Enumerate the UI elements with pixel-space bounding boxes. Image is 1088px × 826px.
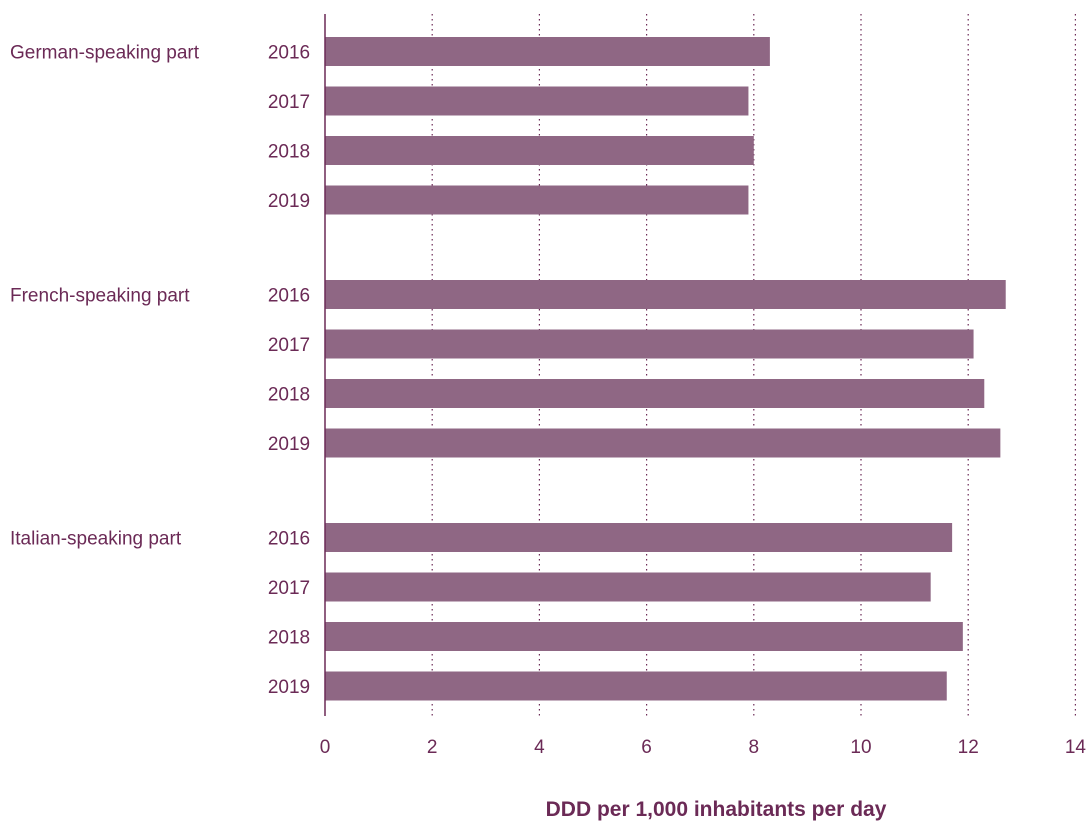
bar (325, 280, 1006, 309)
group-label: French-speaking part (10, 286, 190, 307)
bar (325, 671, 947, 701)
x-tick-label: 0 (320, 737, 331, 758)
year-label: 2018 (268, 385, 310, 406)
year-label: 2016 (268, 286, 310, 307)
year-label: 2017 (268, 335, 310, 356)
grid-lines (431, 14, 1077, 716)
bar (325, 379, 985, 408)
bars (325, 37, 1006, 701)
year-label: 2018 (268, 142, 310, 163)
x-tick-label: 14 (1065, 737, 1087, 758)
x-tick-label: 6 (641, 737, 652, 758)
year-label: 2019 (268, 677, 310, 698)
bar (325, 572, 931, 602)
x-tick-label: 2 (427, 737, 438, 758)
year-label: 2019 (268, 434, 310, 455)
year-label: 2016 (268, 43, 310, 64)
bar (325, 329, 974, 359)
year-label: 2016 (268, 529, 310, 550)
bar (325, 185, 749, 215)
year-label: 2017 (268, 578, 310, 599)
x-tick-label: 8 (749, 737, 760, 758)
bar (325, 37, 770, 66)
bar (325, 136, 754, 165)
labels: 0 2 4 6 8 10 12 14 2016 German-speaking part 2017 2… (10, 43, 1086, 759)
bar (325, 86, 749, 116)
x-tick-label: 12 (958, 737, 979, 758)
year-label: 2017 (268, 92, 310, 113)
x-tick-label: 10 (850, 737, 871, 758)
bar (325, 523, 953, 552)
group-label: German-speaking part (10, 43, 200, 64)
bar (325, 428, 1001, 458)
year-label: 2018 (268, 628, 310, 649)
bar (325, 622, 963, 651)
x-tick-label: 4 (534, 737, 545, 758)
year-label: 2019 (268, 191, 310, 212)
group-label: Italian-speaking part (10, 529, 182, 550)
x-axis-title: DDD per 1,000 inhabitants per day (546, 798, 887, 821)
